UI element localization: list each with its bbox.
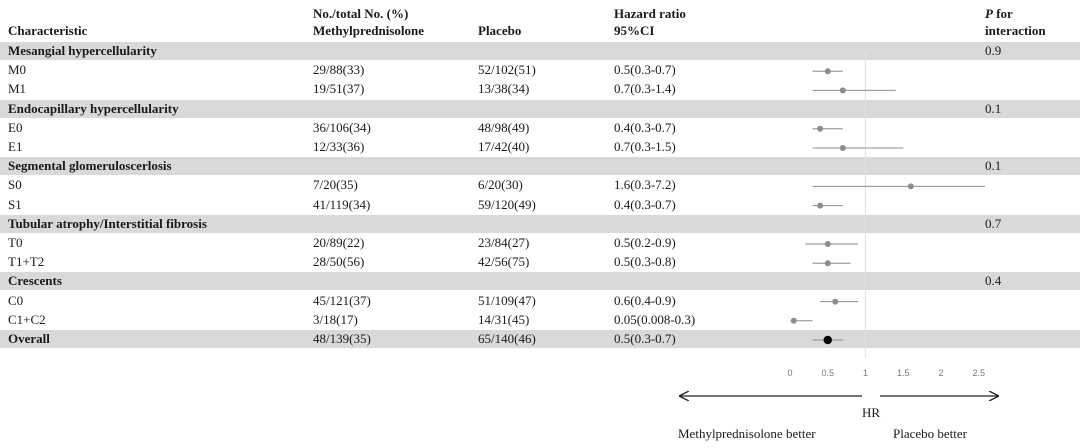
row-label: C0 (8, 292, 24, 308)
header-treatment: Methylprednisolone (313, 23, 424, 38)
right-direction-label: Placebo better (893, 426, 967, 441)
treatment-count: 29/88(33) (313, 62, 365, 78)
treatment-count: 41/119(34) (313, 196, 371, 212)
treatment-count: 20/89(22) (313, 235, 365, 250)
treatment-count: 28/50(56) (313, 254, 365, 270)
p-interaction-value: 0.7 (985, 215, 1002, 231)
hazard-ratio-text: 0.6(0.4-0.9) (614, 292, 676, 308)
placebo-count: 52/102(51) (478, 62, 536, 78)
hr-point (907, 183, 914, 190)
placebo-count: 59/120(49) (478, 196, 536, 212)
group-label: Crescents (8, 273, 62, 289)
x-tick-label: 1 (863, 368, 868, 378)
placebo-count: 14/31(45) (478, 311, 530, 327)
group-label: Endocapillary hypercellularity (8, 100, 179, 116)
row-label: S0 (8, 177, 22, 193)
overall-band (0, 330, 1080, 348)
header-counts-title: No./total No. (%) (313, 6, 409, 21)
left-direction-label: Methylprednisolone better (678, 426, 816, 441)
header-characteristic: Characteristic (8, 23, 88, 38)
hr-point (824, 68, 831, 75)
hazard-ratio-text: 0.5(0.3-0.7) (614, 62, 676, 78)
header-p-for: P for (985, 6, 1013, 22)
row-label: M1 (8, 81, 27, 97)
group-band (0, 157, 1080, 176)
group-band (0, 42, 1080, 60)
x-tick-label: 2 (938, 368, 943, 378)
p-interaction-value: 0.9 (985, 43, 1002, 58)
hr-point (790, 317, 797, 324)
header-p-letter: P (985, 6, 993, 21)
treatment-count: 7/20(35) (313, 177, 358, 193)
placebo-count: 17/42(40) (478, 139, 530, 154)
hr-point (824, 260, 831, 267)
hr-point (824, 241, 831, 247)
treatment-count: 19/51(37) (313, 81, 365, 97)
hazard-ratio-text: 0.4(0.3-0.7) (614, 119, 676, 135)
hr-point (839, 145, 846, 151)
treatment-count: 3/18(17) (313, 311, 358, 327)
group-label: Mesangial hypercellularity (8, 43, 157, 58)
header-interaction: interaction (985, 23, 1046, 38)
hazard-ratio-text: 0.7(0.3-1.5) (614, 139, 676, 154)
hazard-ratio-text: 1.6(0.3-7.2) (614, 177, 676, 193)
row-label: E0 (8, 119, 23, 135)
hr-point (817, 125, 824, 132)
hr-point (839, 87, 846, 94)
header-hazard-ratio: Hazard ratio (614, 6, 686, 21)
overall-placebo-count: 65/140(46) (478, 331, 536, 346)
placebo-count: 23/84(27) (478, 235, 530, 250)
x-tick-label: 0 (787, 368, 792, 378)
row-label: M0 (8, 62, 27, 78)
hazard-ratio-text: 0.5(0.3-0.8) (614, 254, 676, 270)
hazard-ratio-text: 0.4(0.3-0.7) (614, 196, 676, 212)
overall-hazard-ratio-text: 0.5(0.3-0.7) (614, 331, 676, 346)
header-ci: 95%CI (614, 23, 655, 38)
placebo-count: 6/20(30) (478, 177, 523, 193)
overall-treatment-count: 48/139(35) (313, 331, 371, 346)
row-label: C1+C2 (8, 311, 46, 327)
placebo-count: 13/38(34) (478, 81, 530, 97)
hazard-ratio-text: 0.05(0.008-0.3) (614, 311, 696, 327)
group-band (0, 214, 1080, 233)
x-tick-label: 0.5 (821, 368, 834, 378)
group-band (0, 99, 1080, 118)
overall-label: Overall (8, 331, 50, 346)
p-interaction-value: 0.1 (985, 158, 1002, 174)
x-axis-label: HR (862, 405, 881, 420)
hazard-ratio-text: 0.7(0.3-1.4) (614, 81, 676, 97)
hazard-ratio-text: 0.5(0.2-0.9) (614, 235, 676, 250)
header-placebo: Placebo (478, 23, 522, 38)
treatment-count: 36/106(34) (313, 119, 371, 135)
placebo-count: 42/56(75) (478, 254, 530, 270)
hr-point (817, 202, 824, 209)
row-label: T1+T2 (8, 254, 45, 270)
header-p-rest: for (992, 6, 1013, 21)
row-label: E1 (8, 139, 23, 154)
placebo-count: 48/98(49) (478, 119, 530, 135)
treatment-count: 12/33(36) (313, 139, 365, 154)
group-label: Tubular atrophy/Interstitial fibrosis (8, 215, 207, 231)
row-label: S1 (8, 196, 22, 212)
hr-point (832, 298, 839, 305)
p-interaction-value: 0.4 (985, 273, 1002, 289)
group-band (0, 272, 1080, 291)
p-interaction-value: 0.1 (985, 100, 1002, 116)
group-label: Segmental glomeruloscerlosis (8, 158, 172, 174)
treatment-count: 45/121(37) (313, 292, 371, 308)
x-tick-label: 2.5 (972, 368, 985, 378)
x-tick-label: 1.5 (897, 368, 910, 378)
row-label: T0 (8, 235, 23, 250)
placebo-count: 51/109(47) (478, 292, 536, 308)
